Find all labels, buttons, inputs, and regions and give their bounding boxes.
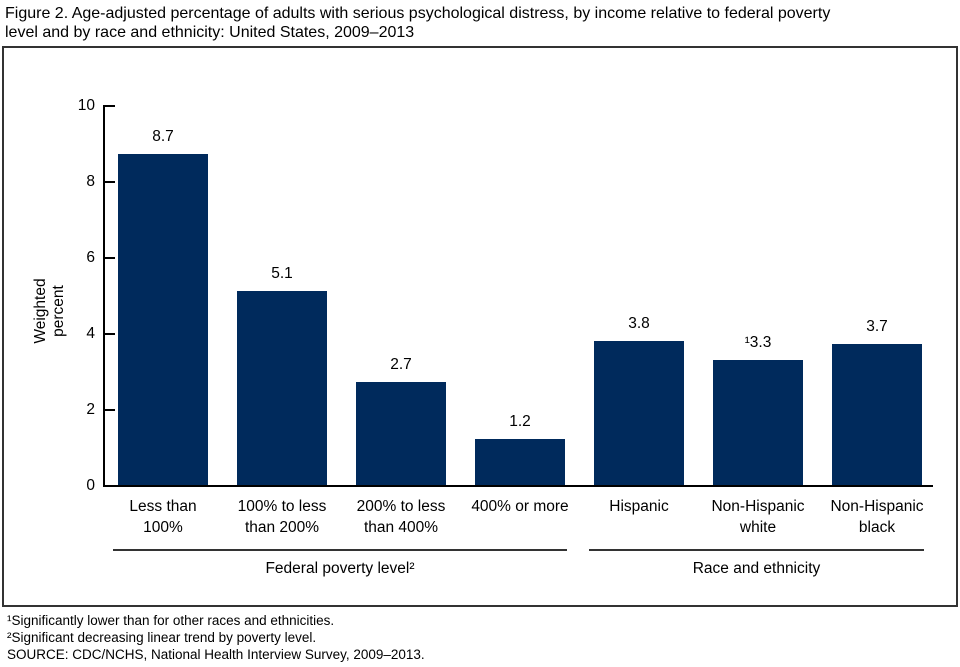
x-baseline <box>103 485 933 487</box>
x-category-label: Non-Hispanic white <box>711 498 805 536</box>
y-tick-label: 6 <box>86 249 95 266</box>
y-tick-label: 8 <box>86 173 95 190</box>
y-tick-label: 2 <box>86 401 95 418</box>
bar <box>237 291 327 485</box>
bar <box>594 341 684 485</box>
x-category-label: Non-Hispanic black <box>830 498 924 536</box>
group-label: Federal poverty level² <box>265 560 415 577</box>
bar-value-label: 3.7 <box>866 318 888 335</box>
y-tick-label: 0 <box>86 477 95 494</box>
y-tick <box>105 409 115 411</box>
x-category-label: 200% to less than 400% <box>356 498 446 536</box>
bar-value-label: 5.1 <box>271 265 293 282</box>
footnote: ¹Significantly lower than for other race… <box>7 613 335 628</box>
bar-value-label: 8.7 <box>152 128 174 145</box>
bar-value-label: 1.2 <box>509 413 531 430</box>
group-underline <box>589 549 924 551</box>
y-tick <box>105 181 115 183</box>
group-underline <box>113 549 567 551</box>
chart-frame: Weighted percent 0 2 4 6 8 10 8.7 Less than 100… <box>2 46 958 607</box>
y-axis-line <box>103 105 105 487</box>
bar-value-label: ¹3.3 <box>744 334 772 351</box>
footnote: SOURCE: CDC/NCHS, National Health Interv… <box>7 647 425 662</box>
y-tick-label: 10 <box>77 97 95 114</box>
footnotes: ¹Significantly lower than for other race… <box>7 612 425 663</box>
bar-value-label: 3.8 <box>628 315 650 332</box>
y-tick-label: 4 <box>86 325 95 342</box>
y-tick <box>105 257 115 259</box>
bar-value-label: 2.7 <box>390 356 412 373</box>
x-category-label: Less than 100% <box>129 498 197 536</box>
y-tick <box>105 105 115 107</box>
bar <box>475 439 565 485</box>
footnote: ²Significant decreasing linear trend by … <box>7 630 317 645</box>
x-category-label: 400% or more <box>471 498 569 515</box>
y-axis-label: Weighted percent <box>32 278 67 344</box>
y-tick <box>105 333 115 335</box>
bar <box>832 344 922 485</box>
group-label: Race and ethnicity <box>692 560 821 577</box>
x-category-label: Hispanic <box>609 498 669 515</box>
bar <box>118 154 208 485</box>
bar <box>713 360 803 485</box>
x-category-label: 100% to less than 200% <box>237 498 327 536</box>
bar <box>356 382 446 485</box>
figure-title: Figure 2. Age-adjusted percentage of adu… <box>5 5 831 41</box>
